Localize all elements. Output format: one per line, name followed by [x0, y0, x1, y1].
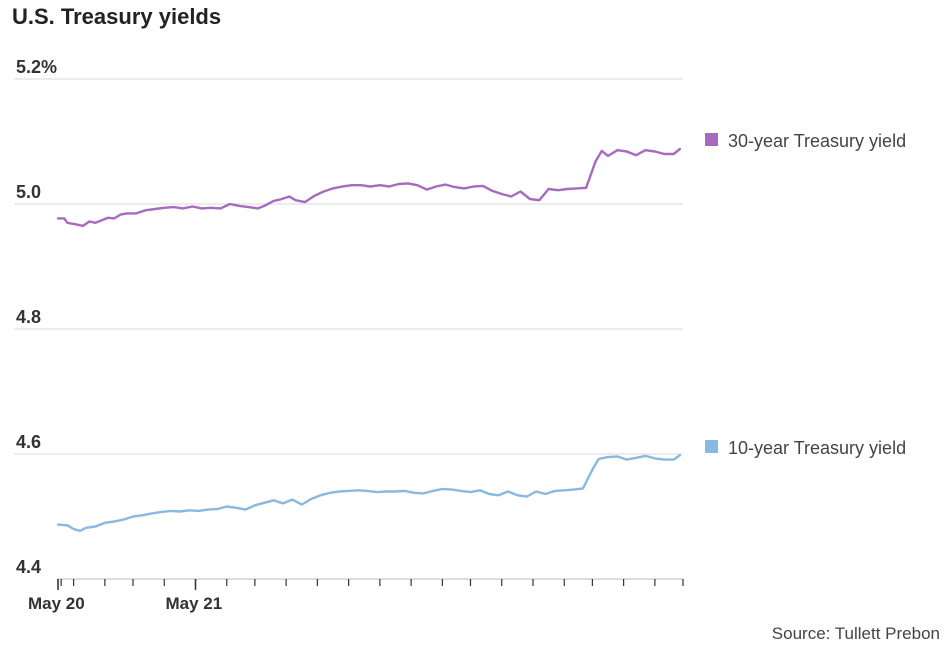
y-tick-label: 4.8 — [16, 307, 41, 327]
y-tick-label: 5.0 — [16, 182, 41, 202]
series-lines — [56, 147, 682, 533]
gridlines — [14, 78, 683, 455]
series-line-10-year — [56, 454, 682, 533]
y-tick-label: 4.6 — [16, 432, 41, 452]
legend-swatch-10-year — [705, 440, 718, 453]
source-note: Source: Tullett Prebon — [771, 624, 940, 643]
x-tick-label: May 20 — [28, 594, 85, 613]
series-line-30-year — [56, 147, 682, 228]
x-tick-label: May 21 — [166, 594, 223, 613]
y-tick-label: 4.4 — [16, 557, 41, 577]
y-tick-label: 5.2% — [16, 57, 57, 77]
x-axis: May 20 May 21 — [28, 578, 684, 613]
legend-label-10-year: 10-year Treasury yield — [728, 438, 906, 458]
y-axis: 5.2% 5.0 4.8 4.6 4.4 — [16, 57, 57, 577]
legend-swatch-30-year — [705, 133, 718, 146]
chart-title: U.S. Treasury yields — [12, 4, 222, 29]
legend-label-30-year: 30-year Treasury yield — [728, 131, 906, 151]
legend: 30-year Treasury yield 10-year Treasury … — [705, 131, 906, 458]
